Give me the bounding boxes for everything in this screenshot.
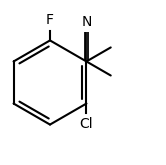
Text: F: F bbox=[46, 13, 54, 27]
Text: N: N bbox=[81, 15, 92, 29]
Text: Cl: Cl bbox=[80, 117, 93, 131]
